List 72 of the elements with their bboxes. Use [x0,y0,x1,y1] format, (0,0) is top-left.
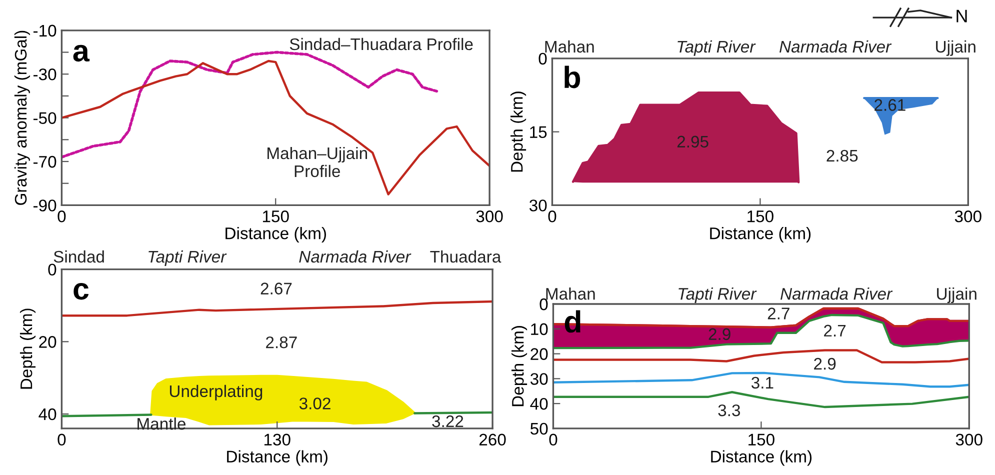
text: N [956,10,967,22]
text: Ujjain [937,288,976,304]
x-tick-label: 150 [748,210,774,222]
text: Mahan [546,288,595,300]
x-axis-title: Distance (km) [227,450,328,466]
x-tick-label: 260 [479,434,506,446]
annotation: 2.95 [677,136,708,148]
text: Mahan [545,40,594,53]
text: Thuadara [430,250,502,263]
y-tick-label: 30 [529,200,547,212]
line-series [553,372,970,388]
annotation: 3.02 [299,398,330,410]
y-tick-label: 10 [531,323,548,336]
y-axis-title: Depth (km) [510,92,526,172]
x-tick-label: 300 [954,210,982,222]
annotation: 2.61 [874,99,906,111]
y-axis-title: Depth (km) [20,308,36,389]
annotation: Mahan–Ujjain Profile [268,146,367,178]
y-tick-label: 15 [530,126,547,138]
y-tick-label: -70 [33,156,56,168]
annotation: 3.3 [718,404,740,416]
x-tick-label: 0 [548,210,556,222]
x-tick-label: 130 [264,434,290,446]
text: Narmada River [780,288,893,300]
text: Tapti River [678,40,756,56]
text: Sindad [54,250,104,263]
x-axis-title: Distance (km) [710,226,811,243]
annotation: 2.7 [768,308,790,320]
annotation: 2.9 [814,358,836,370]
y-tick-label: -50 [33,112,56,124]
y-tick-label: 20 [530,348,548,360]
y-tick-label: -90 [33,200,56,212]
annotation: Underplating [170,384,262,400]
chart-title: a [73,44,90,62]
y-tick-label: -10 [33,24,56,37]
x-tick-label: 150 [748,434,774,446]
y-axis-title: Depth (km) [512,326,528,406]
annotation: 2.85 [826,150,858,162]
y-tick-label: 0 [540,298,548,310]
y-tick-label: 30 [530,373,548,385]
x-axis-title: Distance (km) [711,450,812,466]
y-tick-label: 0 [48,264,56,276]
annotation: 2.67 [260,282,292,294]
chart-title: b [564,66,580,88]
y-tick-label: 20 [39,336,56,348]
x-tick-label: 300 [956,434,982,446]
text: Narmada River [299,250,412,263]
y-axis-title: Gravity anomaly (mGal) [14,30,30,205]
y-tick-label: 40 [38,408,56,420]
x-tick-label: 0 [549,434,558,446]
annotation: 2.87 [266,336,297,348]
annotation: 3.1 [751,376,774,389]
y-tick-label: -30 [33,68,56,80]
annotation: 2.7 [824,324,846,336]
y-tick-label: 0 [538,52,547,65]
x-tick-label: 300 [476,210,503,222]
x-axis-title: Distance (km) [226,226,326,243]
annotation: Mantle [138,418,186,430]
chart-title: c [74,282,89,300]
text: Tapti River [678,288,757,304]
y-tick-label: 50 [530,422,548,435]
annotation: 2.9 [708,328,730,340]
annotation: Sindad–Thuadara Profile [290,38,473,50]
text: Narmada River [780,40,892,53]
x-tick-label: 0 [58,434,66,446]
text: Tapti River [148,250,227,266]
x-tick-label: 150 [262,210,289,222]
y-tick-label: 40 [530,398,548,410]
text: Ujjain [936,40,976,56]
x-tick-label: 0 [58,210,66,222]
line-series [62,300,493,317]
annotation: 3.22 [432,415,464,428]
